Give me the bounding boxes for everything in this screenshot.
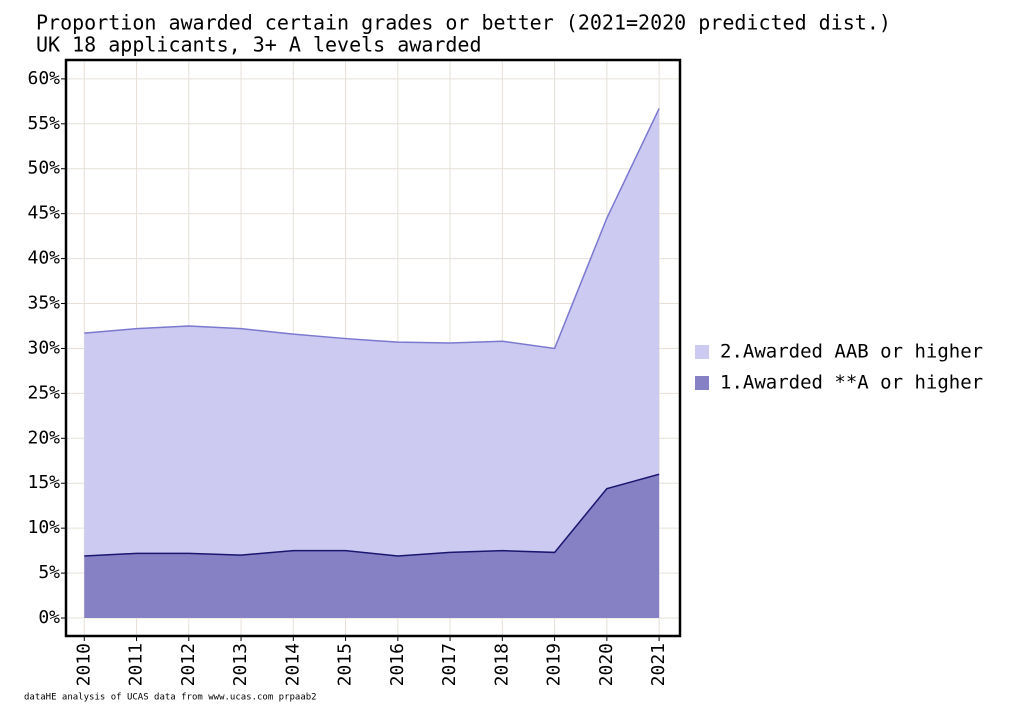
area	[84, 108, 660, 619]
plot-frame	[64, 58, 682, 638]
x-tick-label: 2020	[596, 643, 617, 686]
chart-subtitle: UK 18 applicants, 3+ A levels awarded	[36, 33, 482, 57]
y-tick-label: 50%	[27, 158, 60, 179]
y-tick-label: 20%	[27, 427, 60, 448]
legend-label: 1.Awarded **A or higher	[720, 372, 983, 394]
x-tick-label: 2012	[178, 643, 199, 686]
y-tick-label: 40%	[27, 248, 60, 269]
y-tick-label: 30%	[27, 337, 60, 358]
y-tick-label: 0%	[38, 607, 60, 628]
caption: dataHE analysis of UCAS data from www.uc…	[24, 693, 317, 703]
y-tick-label: 15%	[27, 472, 60, 493]
y-tick-label: 5%	[38, 562, 60, 583]
y-tick-label: 55%	[27, 113, 60, 134]
y-tick-label: 45%	[27, 203, 60, 224]
x-tick-label: 2018	[491, 643, 512, 686]
y-tick-label: 10%	[27, 517, 60, 538]
x-tick-label: 2021	[648, 643, 669, 686]
y-tick-label: 60%	[27, 68, 60, 89]
area-line	[84, 473, 660, 557]
x-tick-label: 2016	[387, 643, 408, 686]
x-tick-label: 2011	[126, 643, 147, 686]
legend-swatch	[695, 376, 709, 390]
x-tick-label: 2014	[282, 643, 303, 686]
x-tick-label: 2015	[335, 643, 356, 686]
legend-swatch	[695, 345, 709, 359]
area-line	[84, 108, 660, 350]
x-tick-label: 2010	[73, 643, 94, 686]
y-tick-label: 35%	[27, 293, 60, 314]
chart-title: Proportion awarded certain grades or bet…	[36, 11, 891, 35]
legend-label: 2.Awarded AAB or higher	[720, 341, 983, 363]
y-tick-label: 25%	[27, 382, 60, 403]
x-tick-label: 2013	[230, 643, 251, 686]
area	[84, 474, 660, 619]
x-tick-label: 2019	[544, 643, 565, 686]
x-tick-label: 2017	[439, 643, 460, 686]
